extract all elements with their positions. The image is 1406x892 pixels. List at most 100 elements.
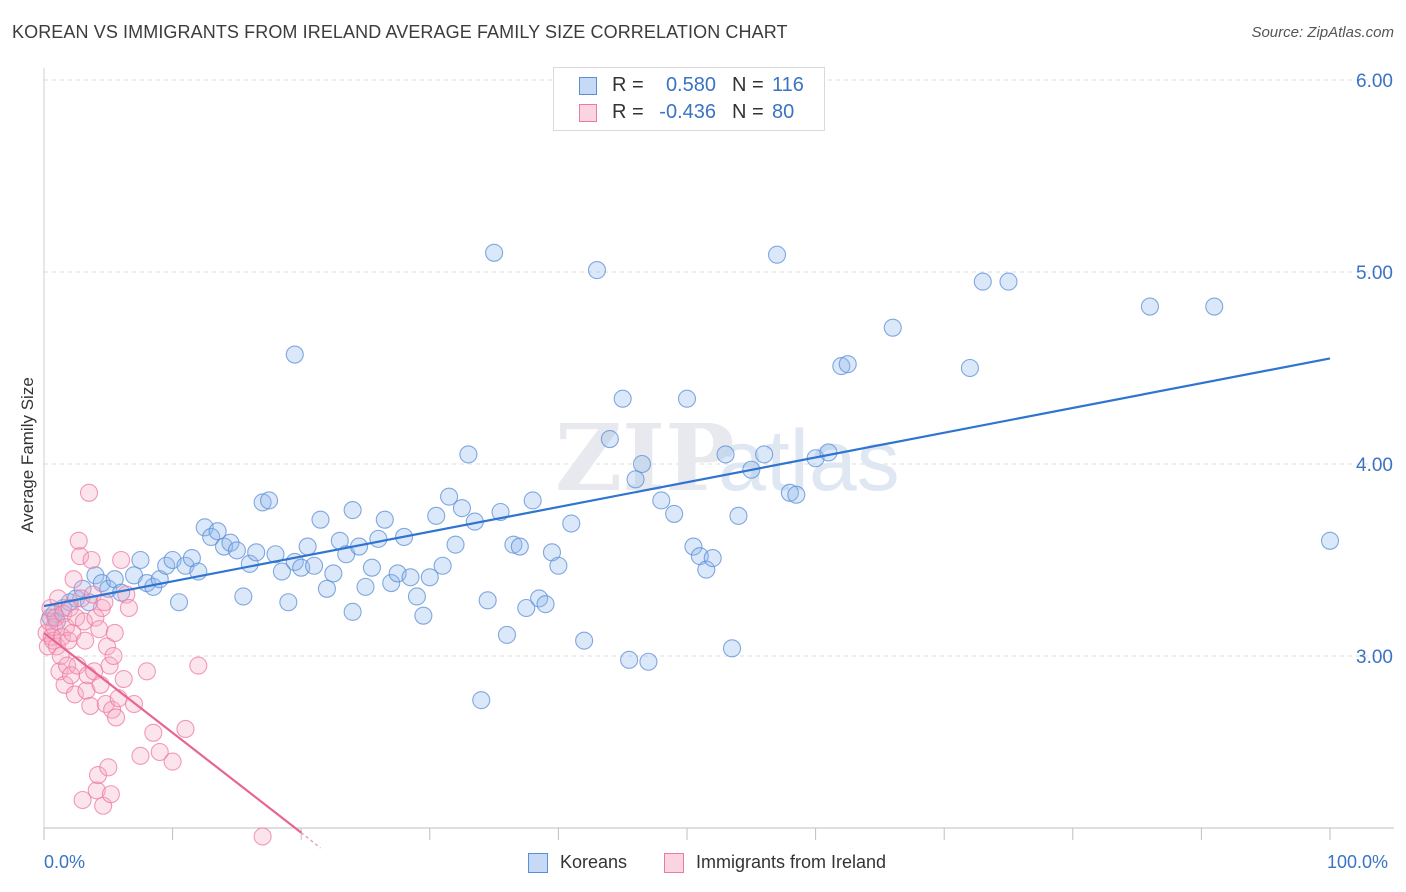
ireland-point xyxy=(58,656,77,675)
y-tick-label: 6.00 xyxy=(1356,71,1393,92)
ireland-trend-extension xyxy=(300,832,321,849)
korean-trend-line xyxy=(43,357,1331,608)
axes xyxy=(43,68,1394,840)
korean-point xyxy=(755,445,774,464)
legend-swatch-blue xyxy=(579,77,597,95)
ireland-point xyxy=(74,612,93,631)
korean-point xyxy=(787,485,806,504)
ireland-point xyxy=(150,742,169,762)
source-label: Source: ZipAtlas.com xyxy=(1251,24,1394,41)
korean-point xyxy=(973,272,992,291)
ireland-point xyxy=(90,620,109,639)
korean-point xyxy=(504,535,523,554)
ireland-point xyxy=(163,752,182,771)
bottom-legend-swatch-blue xyxy=(528,853,548,873)
korean-point xyxy=(613,389,632,408)
korean-point xyxy=(510,537,529,556)
legend-n-label: N = xyxy=(732,101,764,123)
korean-point xyxy=(575,631,594,650)
korean-point xyxy=(677,389,697,408)
korean-point xyxy=(485,243,504,262)
ireland-point xyxy=(144,723,163,742)
korean-point xyxy=(169,593,189,612)
korean-point xyxy=(279,593,298,612)
ireland-point xyxy=(253,827,272,846)
bottom-legend-label: Koreans xyxy=(560,852,628,872)
ireland-point xyxy=(65,685,84,704)
korean-point xyxy=(626,470,645,489)
korean-point xyxy=(536,595,555,614)
korean-point xyxy=(883,318,902,337)
korean-point xyxy=(317,579,336,598)
legend-row-ireland: R = -0.436 N = 80 xyxy=(554,100,824,128)
ireland-point xyxy=(101,785,120,804)
series-ireland xyxy=(37,483,272,846)
legend-r-label: R = xyxy=(612,74,644,96)
korean-point xyxy=(1320,531,1340,550)
legend-n-value: 116 xyxy=(772,74,804,96)
ireland-point xyxy=(82,550,101,570)
y-tick-label: 3.00 xyxy=(1356,647,1393,668)
korean-point xyxy=(632,454,652,474)
korean-point xyxy=(1140,297,1160,316)
korean-point xyxy=(459,445,478,464)
y-tick-label: 4.00 xyxy=(1356,455,1393,476)
korean-point xyxy=(272,562,291,581)
korean-point xyxy=(414,606,433,625)
legend-r-value: 0.580 xyxy=(665,74,716,96)
korean-point xyxy=(722,639,742,658)
korean-point xyxy=(227,541,246,560)
korean-point xyxy=(697,560,716,579)
korean-point xyxy=(549,556,568,575)
ireland-trend-line xyxy=(43,632,302,834)
y-tick-label: 5.00 xyxy=(1356,263,1393,284)
ireland-point xyxy=(137,662,156,681)
ireland-point xyxy=(109,689,128,708)
ireland-point xyxy=(189,656,208,675)
korean-point xyxy=(440,487,459,506)
korean-point xyxy=(369,529,388,548)
korean-point xyxy=(375,510,394,529)
bottom-legend-swatch-pink xyxy=(664,853,684,873)
ireland-point xyxy=(70,547,90,566)
korean-point xyxy=(472,691,491,710)
korean-point xyxy=(362,558,381,577)
korean-point xyxy=(517,598,536,618)
korean-point xyxy=(684,537,703,556)
korean-point xyxy=(523,491,542,510)
korean-point xyxy=(1205,297,1224,316)
korean-point xyxy=(259,491,279,510)
korean-point xyxy=(343,501,362,520)
korean-point xyxy=(446,535,465,554)
ireland-point xyxy=(131,746,150,765)
ireland-point xyxy=(97,637,117,656)
ireland-point xyxy=(100,656,119,675)
korean-point xyxy=(665,504,684,523)
trend-lines xyxy=(43,357,1331,849)
ireland-point xyxy=(79,483,99,502)
korean-point xyxy=(407,587,426,606)
korean-point xyxy=(478,591,497,610)
x-tick-left: 0.0% xyxy=(44,852,86,872)
bottom-legend-label: Immigrants from Ireland xyxy=(696,852,887,872)
korean-point xyxy=(767,245,787,264)
korean-point xyxy=(652,491,671,510)
korean-point xyxy=(600,429,619,449)
ireland-point xyxy=(104,646,123,666)
ireland-point xyxy=(76,631,95,650)
korean-point xyxy=(832,357,851,376)
korean-point xyxy=(356,577,375,596)
watermark-atlas: atlas xyxy=(718,413,900,509)
ireland-point xyxy=(86,608,105,627)
legend-row-koreans: R = 0.580 N = 116 xyxy=(554,73,824,101)
x-tick-right: 100.0% xyxy=(1327,852,1389,872)
korean-point xyxy=(960,358,979,378)
ireland-point xyxy=(106,708,126,727)
korean-point xyxy=(562,514,581,533)
korean-point xyxy=(324,564,343,583)
korean-point xyxy=(234,587,253,606)
korean-point xyxy=(285,345,304,364)
ireland-point xyxy=(99,758,118,777)
korean-point xyxy=(639,652,658,671)
